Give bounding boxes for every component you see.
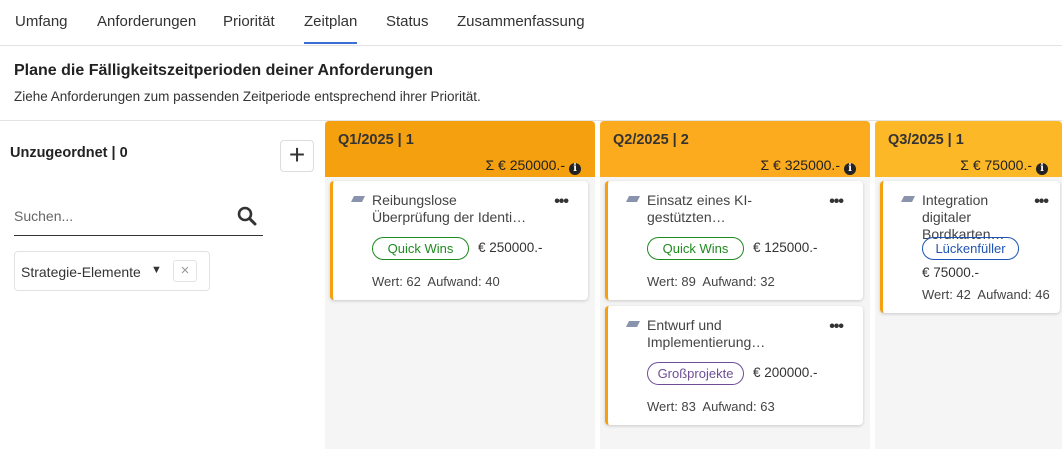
column-header: Q1/2025 | 1 Σ € 250000.- i bbox=[325, 121, 595, 177]
unassigned-heading: Unzugeordnet | 0 bbox=[10, 145, 128, 161]
card-amount: € 200000.- bbox=[753, 365, 818, 380]
page-title: Plane die Fälligkeitszeitperioden deiner… bbox=[14, 62, 434, 79]
tab-prioritaet[interactable]: Priorität bbox=[223, 13, 275, 30]
sum-value: Σ € 325000.- bbox=[760, 157, 841, 173]
tab-status[interactable]: Status bbox=[386, 13, 429, 30]
requirement-icon bbox=[901, 196, 915, 202]
column-title: Q3/2025 | 1 bbox=[888, 132, 964, 148]
sum-value: Σ € 75000.- bbox=[960, 157, 1032, 173]
card-title: Entwurf und Implementierung… bbox=[647, 317, 766, 350]
requirement-icon bbox=[626, 196, 640, 202]
column-title: Q2/2025 | 2 bbox=[613, 132, 689, 148]
card-amount: € 75000.- bbox=[922, 265, 980, 280]
caret-down-icon: ▼ bbox=[151, 264, 162, 276]
column-sum: Σ € 75000.- i bbox=[960, 157, 1048, 175]
more-options-icon[interactable]: ••• bbox=[829, 318, 844, 335]
search-icon[interactable] bbox=[237, 206, 257, 226]
divider bbox=[0, 120, 1062, 121]
requirement-icon bbox=[351, 196, 365, 202]
more-options-icon[interactable]: ••• bbox=[829, 193, 844, 210]
requirement-card[interactable]: Integration digitaler Bordkarten… ••• Lü… bbox=[880, 181, 1060, 313]
requirement-card[interactable]: Einsatz eines KI-gestützten… ••• Quick W… bbox=[605, 181, 863, 300]
column-header: Q3/2025 | 1 Σ € 75000.- i bbox=[875, 121, 1062, 177]
plus-icon: + bbox=[288, 139, 306, 170]
more-options-icon[interactable]: ••• bbox=[1034, 193, 1049, 210]
column-header: Q2/2025 | 2 Σ € 325000.- i bbox=[600, 121, 870, 177]
tab-umfang[interactable]: Umfang bbox=[15, 13, 68, 30]
period-column: Q3/2025 | 1 Σ € 75000.- i Integration dig… bbox=[875, 121, 1062, 449]
period-column: Q2/2025 | 2 Σ € 325000.- i Einsatz eines … bbox=[600, 121, 870, 449]
more-options-icon[interactable]: ••• bbox=[554, 193, 569, 210]
strategy-filter[interactable]: Strategie-Elemente ▼ × bbox=[14, 251, 210, 291]
card-meta: Wert: 83 Aufwand: 63 bbox=[647, 399, 775, 414]
requirement-card[interactable]: Entwurf und Implementierung… ••• Großpro… bbox=[605, 306, 863, 425]
info-icon[interactable]: i bbox=[1036, 163, 1048, 175]
card-title: Integration digitaler Bordkarten… bbox=[922, 192, 1005, 242]
info-icon[interactable]: i bbox=[569, 163, 581, 175]
column-sum: Σ € 325000.- i bbox=[760, 157, 856, 175]
search-field[interactable] bbox=[14, 200, 263, 236]
card-meta: Wert: 42 Aufwand: 46 bbox=[922, 287, 1050, 302]
tab-anforderungen[interactable]: Anforderungen bbox=[97, 13, 197, 30]
category-badge: Großprojekte bbox=[647, 362, 744, 385]
tab-zeitplan[interactable]: Zeitplan bbox=[304, 13, 358, 44]
card-amount: € 125000.- bbox=[753, 240, 818, 255]
category-badge: Quick Wins bbox=[372, 237, 469, 260]
sum-value: Σ € 250000.- bbox=[485, 157, 566, 173]
category-badge: Quick Wins bbox=[647, 237, 744, 260]
category-badge: Lückenfüller bbox=[922, 237, 1019, 260]
column-title: Q1/2025 | 1 bbox=[338, 132, 414, 148]
column-sum: Σ € 250000.- i bbox=[485, 157, 581, 175]
filter-label: Strategie-Elemente bbox=[21, 264, 141, 280]
tab-zusammenfassung[interactable]: Zusammenfassung bbox=[457, 13, 585, 30]
card-meta: Wert: 62 Aufwand: 40 bbox=[372, 274, 500, 289]
card-title: Einsatz eines KI-gestützten… bbox=[647, 192, 753, 225]
requirement-card[interactable]: Reibungslose Überprüfung der Identi… •••… bbox=[330, 181, 588, 300]
period-column: Q1/2025 | 1 Σ € 250000.- i Reibungslose Ü… bbox=[325, 121, 595, 449]
info-icon[interactable]: i bbox=[844, 163, 856, 175]
page-subtitle: Ziehe Anforderungen zum passenden Zeitpe… bbox=[14, 89, 481, 104]
tab-bar: Umfang Anforderungen Priorität Zeitplan … bbox=[0, 0, 1062, 46]
search-input[interactable] bbox=[14, 200, 214, 224]
card-meta: Wert: 89 Aufwand: 32 bbox=[647, 274, 775, 289]
add-button[interactable]: + bbox=[280, 140, 314, 172]
card-title: Reibungslose Überprüfung der Identi… bbox=[372, 192, 527, 225]
clear-filter-button[interactable]: × bbox=[173, 260, 197, 282]
requirement-icon bbox=[626, 321, 640, 327]
card-amount: € 250000.- bbox=[478, 240, 543, 255]
